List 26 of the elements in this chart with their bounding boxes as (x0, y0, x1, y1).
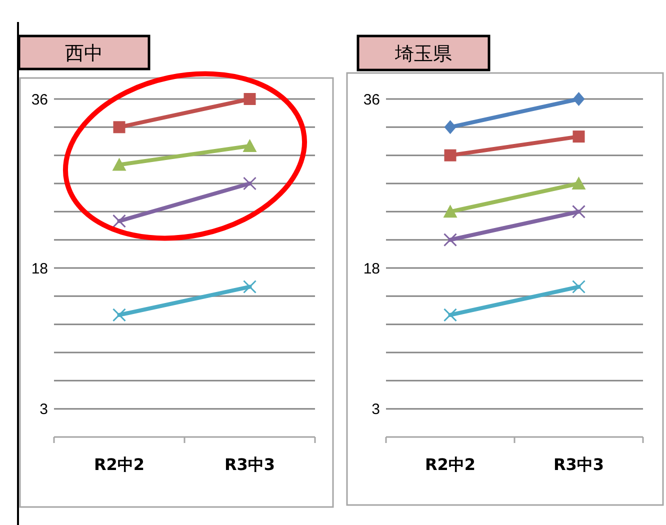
y-tick-label: 36 (31, 91, 48, 108)
y-tick-label: 36 (363, 91, 380, 108)
point (572, 130, 585, 143)
y-tick-label: 3 (40, 401, 48, 418)
point (112, 308, 126, 322)
point (243, 280, 256, 294)
x-tick-label: R3中3 (224, 455, 276, 474)
point (244, 93, 256, 105)
chart-title: 埼玉県 (394, 43, 452, 65)
point (444, 233, 457, 247)
point (572, 92, 585, 106)
y-tick-label: 18 (31, 260, 48, 278)
x-tick-label: R2中2 (424, 455, 476, 474)
point (444, 149, 456, 162)
point (112, 214, 126, 228)
y-tick-label: 3 (372, 401, 380, 418)
x-tick-label: R2中2 (94, 455, 145, 474)
y-tick-label: 18 (363, 260, 380, 278)
point (444, 308, 457, 322)
point (444, 120, 456, 134)
x-tick-label: R3中3 (553, 455, 604, 474)
point (572, 204, 586, 218)
point (243, 176, 256, 190)
chart-title: 西中 (65, 42, 103, 64)
point (113, 121, 126, 134)
point (572, 280, 586, 294)
